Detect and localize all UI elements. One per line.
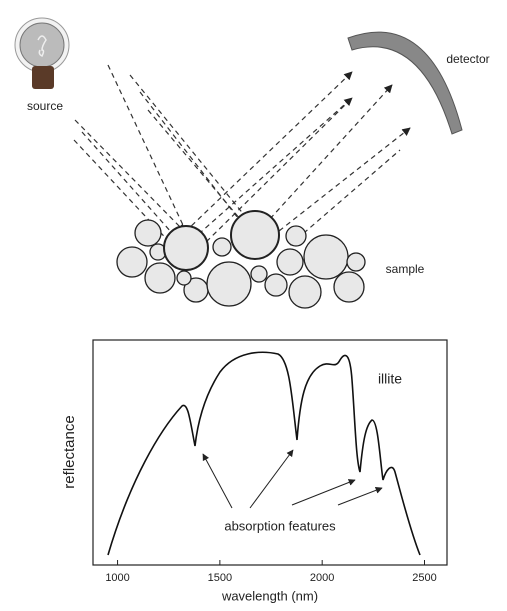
detector-icon bbox=[348, 32, 462, 134]
sample-particles bbox=[117, 211, 365, 308]
detector-label: detector bbox=[446, 52, 489, 66]
incident-rays bbox=[74, 65, 262, 248]
annotation-arrows bbox=[203, 450, 382, 508]
x-tick-label: 2500 bbox=[412, 572, 436, 584]
source-label: source bbox=[27, 99, 63, 113]
sample-label: sample bbox=[386, 262, 425, 276]
x-tick-label: 2000 bbox=[310, 572, 334, 584]
reflected-rays bbox=[185, 72, 410, 248]
mineral-label: illite bbox=[378, 371, 402, 387]
x-tick-label: 1000 bbox=[105, 572, 129, 584]
bulb-icon bbox=[15, 18, 69, 89]
x-tick-label: 1500 bbox=[208, 572, 232, 584]
annotation-label: absorption features bbox=[224, 518, 336, 533]
page: source detector bbox=[0, 0, 507, 606]
y-axis-title: reflectance bbox=[61, 415, 78, 488]
x-axis-title: wavelength (nm) bbox=[221, 588, 318, 603]
